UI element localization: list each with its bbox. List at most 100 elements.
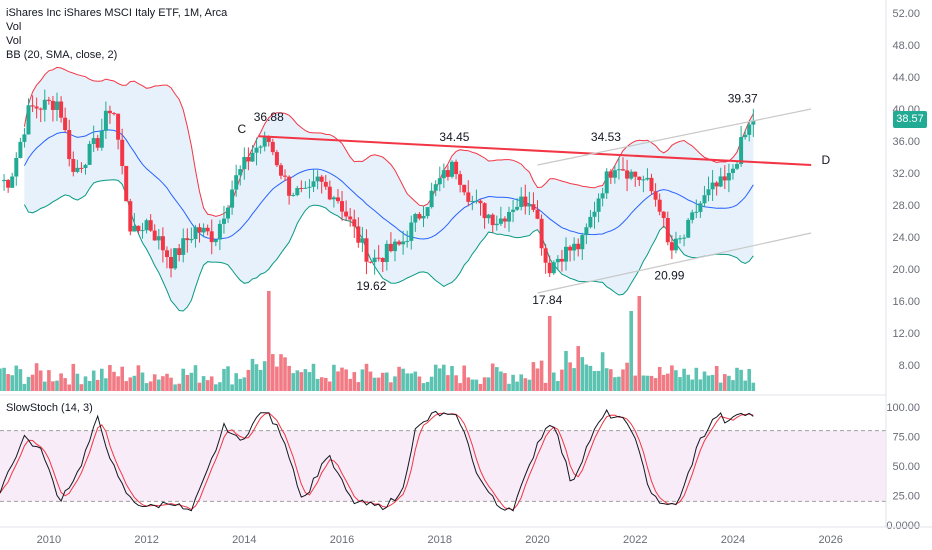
- volume-bar: [250, 358, 255, 391]
- volume-bar: [552, 372, 556, 391]
- candle-body: [393, 241, 397, 252]
- legend-vol-2[interactable]: Vol: [6, 35, 22, 47]
- volume-bar: [405, 373, 409, 391]
- annotation-label[interactable]: 39.37: [728, 92, 758, 106]
- volume-bar: [735, 367, 739, 391]
- candle-body: [498, 218, 503, 224]
- candle-body: [751, 120, 756, 125]
- time-axis-tick: 2012: [134, 534, 158, 546]
- annotation-label[interactable]: 34.45: [439, 130, 469, 144]
- annotation-label[interactable]: 36.88: [254, 110, 284, 124]
- legend-title[interactable]: iShares Inc iShares MSCI Italy ETF, 1M, …: [6, 7, 228, 19]
- candle-body: [279, 165, 283, 176]
- candle-body: [515, 206, 520, 210]
- annotation-label[interactable]: 17.84: [532, 293, 562, 307]
- volume-bar: [226, 366, 230, 391]
- volume-bar: [234, 373, 238, 391]
- candle-body: [336, 197, 340, 202]
- candle-body: [714, 182, 719, 187]
- candle-body: [535, 209, 540, 219]
- volume-bar: [393, 376, 397, 391]
- time-axis-tick: 2014: [232, 534, 256, 546]
- candle-body: [270, 141, 275, 153]
- volume-bar: [364, 363, 369, 391]
- candle-body: [364, 238, 369, 262]
- volume-bar: [67, 384, 71, 391]
- candle-body: [409, 222, 414, 241]
- volume-bar: [75, 373, 80, 391]
- volume-bar: [140, 372, 145, 391]
- candle-body: [295, 188, 300, 196]
- candle-body: [14, 158, 19, 177]
- channel-lower-line[interactable]: [537, 232, 812, 294]
- channel-upper-line[interactable]: [537, 108, 812, 166]
- candle-body: [454, 161, 459, 175]
- volume-bar: [690, 379, 694, 391]
- candle-body: [470, 201, 475, 202]
- volume-bar: [686, 374, 690, 391]
- volume-bar: [116, 376, 120, 391]
- legend-vol-1[interactable]: Vol: [6, 21, 22, 33]
- stoch-legend[interactable]: SlowStoch (14, 3): [6, 402, 93, 414]
- volume-bar: [609, 369, 613, 391]
- volume-bar: [6, 374, 10, 391]
- volume-bar: [401, 368, 405, 391]
- legend-bb[interactable]: BB (20, SMA, close, 2): [6, 49, 118, 61]
- candle-body: [694, 211, 699, 213]
- volume-bar: [568, 362, 572, 391]
- volume-bar: [661, 374, 666, 391]
- candle-body: [462, 184, 467, 193]
- volume-bar: [462, 365, 466, 391]
- candle-body: [543, 248, 548, 263]
- volume-bar: [307, 372, 312, 391]
- candle-body: [2, 179, 7, 182]
- candle-body: [38, 108, 43, 110]
- volume-bar: [641, 375, 646, 391]
- time-axis-tick: 2018: [428, 534, 452, 546]
- candle-body: [405, 240, 410, 242]
- volume-bar: [165, 373, 169, 391]
- candle-body: [657, 199, 662, 212]
- volume-bar: [169, 377, 173, 391]
- volume-bar: [706, 375, 711, 391]
- candle-body: [441, 170, 446, 179]
- candle-body: [731, 168, 735, 173]
- candle-body: [413, 214, 418, 223]
- candle-body: [519, 196, 524, 207]
- volume-bar: [38, 370, 43, 391]
- volume-bar: [682, 368, 686, 391]
- volume-bar: [474, 379, 479, 391]
- candle-body: [612, 170, 617, 178]
- candle-body: [226, 207, 230, 219]
- trendline-line[interactable]: [258, 135, 812, 166]
- candle-body: [539, 218, 544, 249]
- volume-bar: [189, 372, 194, 391]
- candle-body: [474, 200, 479, 202]
- annotation-label[interactable]: 34.53: [591, 130, 621, 144]
- price-axis-tick: 52.00: [892, 8, 920, 20]
- candle-body: [91, 138, 96, 144]
- time-axis-tick: 2010: [37, 534, 61, 546]
- volume-bar: [124, 381, 128, 391]
- volume-bar: [519, 374, 523, 391]
- candle-body: [116, 113, 121, 140]
- volume-bar: [421, 383, 426, 391]
- stoch-axis-tick: 0.0000: [886, 520, 920, 532]
- volume-bar: [576, 346, 580, 391]
- annotation-label[interactable]: D: [821, 153, 830, 167]
- stoch-band: [0, 430, 886, 502]
- volume-bar: [230, 384, 234, 391]
- annotation-label[interactable]: C: [238, 122, 247, 136]
- candle-body: [523, 196, 528, 207]
- volume-bar: [51, 381, 55, 391]
- candle-body: [103, 110, 108, 131]
- candle-body: [531, 204, 536, 210]
- volume-bar: [148, 381, 153, 391]
- annotation-label[interactable]: 19.62: [356, 279, 386, 293]
- annotation-label[interactable]: 20.99: [654, 268, 684, 282]
- candle-body: [136, 225, 141, 231]
- candle-body: [637, 176, 642, 180]
- candle-body: [429, 190, 434, 208]
- candle-body: [564, 246, 568, 262]
